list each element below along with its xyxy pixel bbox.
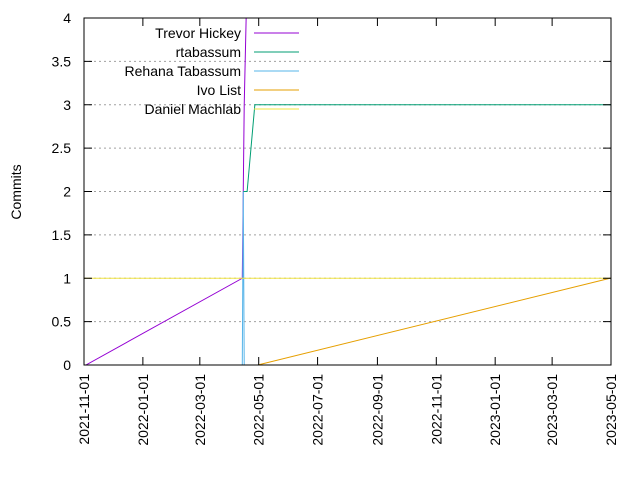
x-tick-label: 2023-01-01 <box>487 374 503 446</box>
y-tick-label: 1 <box>63 270 71 286</box>
y-axis-label: Commits <box>8 164 24 219</box>
x-tick-label: 2022-03-01 <box>192 374 208 446</box>
axis-ticks: 0 0.5 1 1.5 2 2.5 3 3.5 4 2021-11-01 2022-01-01 202… <box>52 10 619 446</box>
x-tick-label: 2022-05-01 <box>251 374 267 446</box>
y-tick-label: 0 <box>63 357 71 373</box>
legend-label: Daniel Machlab <box>145 101 242 117</box>
x-tick-label: 2022-11-01 <box>428 374 444 445</box>
y-tick-label: 2.5 <box>52 140 72 156</box>
y-tick-label: 0.5 <box>52 314 72 330</box>
series-lines <box>84 18 611 365</box>
legend-label: Rehana Tabassum <box>125 63 241 79</box>
legend-label: Trevor Hickey <box>155 25 241 41</box>
x-tick-label: 2022-01-01 <box>135 374 151 446</box>
series-line-trevor-hickey <box>85 18 247 365</box>
series-line-rehana-tabassum <box>241 191 245 365</box>
legend-label: Ivo List <box>197 82 241 98</box>
x-tick-label: 2021-11-01 <box>76 374 92 445</box>
y-tick-label: 4 <box>63 10 71 26</box>
x-tick-label: 2022-07-01 <box>310 374 326 446</box>
series-line-rtabassum <box>243 104 611 192</box>
legend: Trevor Hickey rtabassum Rehana Tabassum Ivo… <box>125 25 299 117</box>
y-tick-label: 3.5 <box>52 53 72 69</box>
y-tick-label: 1.5 <box>52 227 72 243</box>
series-line-ivo-list <box>257 277 611 365</box>
series-clip-group <box>84 18 611 365</box>
y-tick-label: 2 <box>63 184 71 200</box>
x-tick-label: 2022-09-01 <box>369 374 385 446</box>
x-tick-label: 2023-05-01 <box>603 374 619 446</box>
y-tick-label: 3 <box>63 97 71 113</box>
x-tick-label: 2023-03-01 <box>544 374 560 446</box>
legend-label: rtabassum <box>176 44 241 60</box>
